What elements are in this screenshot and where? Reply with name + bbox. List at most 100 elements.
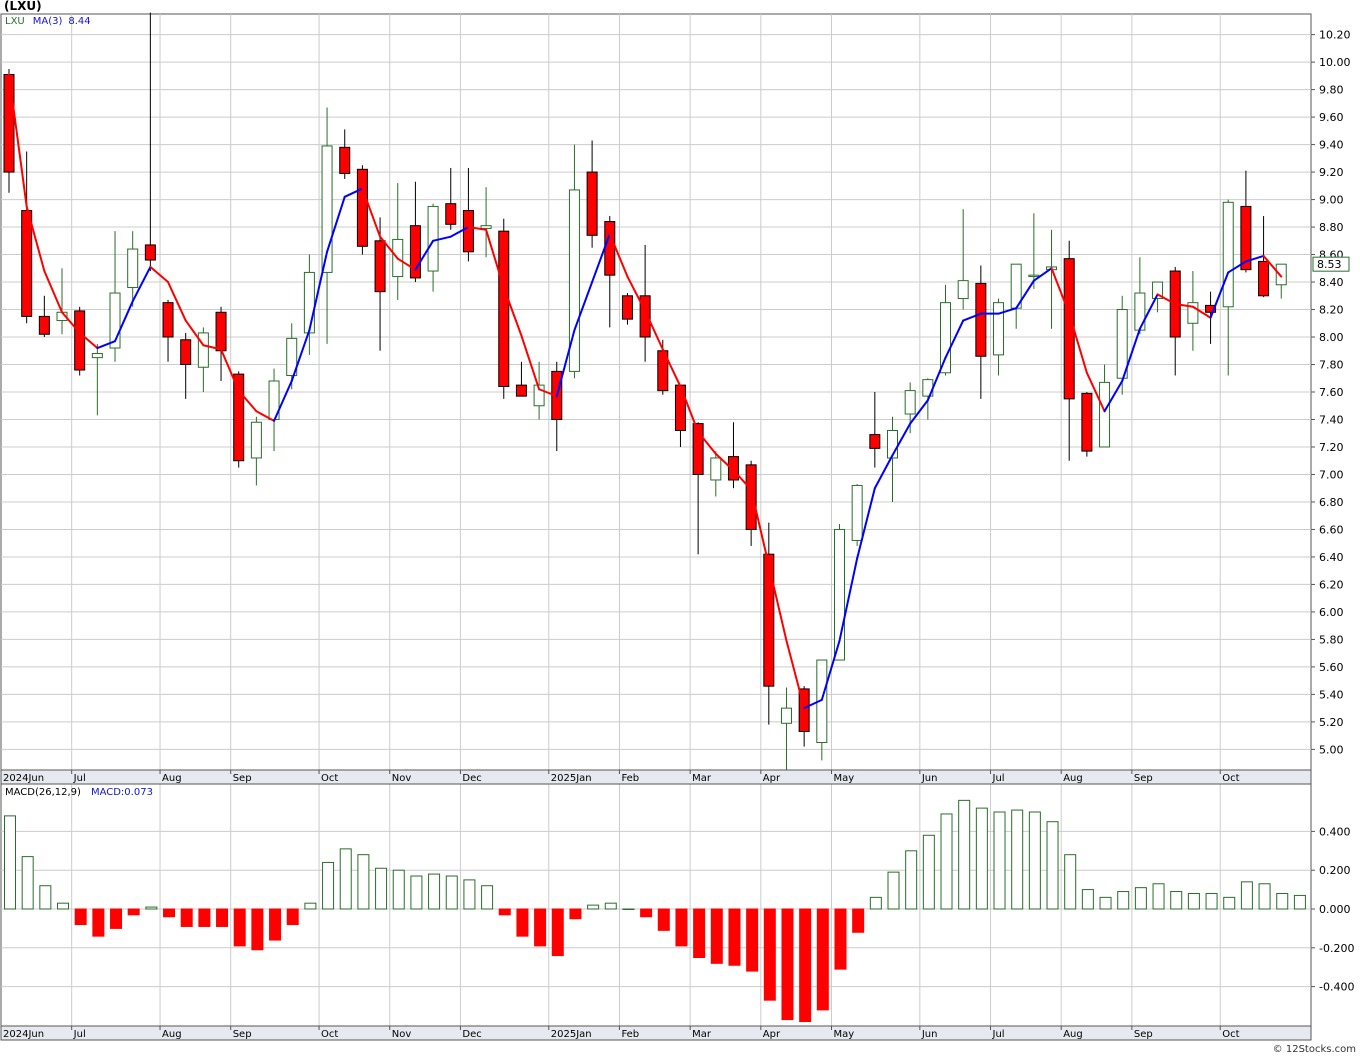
x-axis-band [0,1025,1312,1041]
candle-body-down [339,146,351,174]
ma-segment [997,307,1018,315]
candle-body-up [127,248,139,289]
ma-segment [520,334,541,391]
ma-segment [502,286,523,337]
y-tick-label: 8.00 [1319,331,1344,344]
macd-bar-positive [1276,892,1289,910]
y-tick-label: 9.80 [1319,84,1344,97]
macd-bar-negative [92,908,105,937]
ma-segment [467,226,488,231]
y-tick-label: 7.00 [1319,468,1344,481]
macd-bar-positive [1011,809,1024,910]
y-tick-label: 9.60 [1319,111,1344,124]
macd-pane [0,783,1312,1027]
y-tick-label: 6.40 [1319,551,1344,564]
macd-bar-positive [1152,883,1165,910]
candle [692,422,704,555]
candle-body-down [180,339,192,366]
macd-bar-negative [852,908,865,933]
candle-body-up [957,280,969,300]
y-tick-label: 6.00 [1319,606,1344,619]
ma-segment [714,452,735,472]
candle [339,129,351,179]
x-tick-label: Aug [162,1029,182,1040]
candle-body-down [515,384,527,397]
macd-bar-negative [551,908,564,957]
candle-body-up [940,302,952,374]
ma-segment [1050,267,1071,315]
ma-segment [538,388,558,398]
ma-segment [255,410,276,422]
ma-segment [1138,293,1159,330]
macd-bar-positive [1028,811,1041,910]
ma-segment [25,205,46,273]
candle-body-up [710,457,722,481]
ma-segment [626,275,647,312]
candle-body-down [586,171,598,236]
macd-bar-negative [110,908,123,929]
candle-body-down [462,210,474,253]
y-tick-label: 7.60 [1319,386,1344,399]
ma-segment [343,187,364,198]
ma-segment [308,250,329,332]
candle [798,686,810,747]
y-tick-label: 5.20 [1319,716,1344,729]
macd-bar-positive [869,896,882,910]
macd-bar-positive [1187,892,1200,910]
ma-segment [767,564,788,642]
chart-title: (LXU) [4,0,42,13]
candle-body-down [144,244,156,261]
ma-segment [608,232,629,278]
macd-bar-negative [216,908,229,927]
macd-bar-positive [4,815,16,910]
x-tick-label: Nov [392,773,412,784]
candle-body-down [38,315,50,335]
candle [1275,263,1287,299]
macd-bar-positive [304,902,317,910]
y-tick-label: 10.00 [1319,56,1351,69]
candle [639,244,651,362]
candle-body-down [233,373,245,462]
ma-segment [61,311,81,334]
ma-segment [679,385,700,433]
macd-bar-positive [1081,889,1094,910]
macd-bar-negative [534,908,547,947]
macd-bar-positive [887,871,900,910]
y-tick-label: 8.20 [1319,304,1344,317]
ma-segment [1156,293,1177,306]
macd-bar-negative [74,908,87,926]
candle [993,298,1005,376]
candle [356,165,368,255]
y-tick-label: 6.80 [1319,496,1344,509]
candle-body-up [1222,201,1234,308]
macd-bar-negative [163,908,176,918]
ma-segment [785,639,806,710]
candle [250,416,262,486]
ma-segment [926,356,947,402]
candle-body-down [498,230,510,388]
y-tick-label: 10.20 [1319,29,1351,42]
y-tick-label: 5.80 [1319,633,1344,646]
macd-bar-negative [269,908,282,941]
macd-bar-negative [569,908,582,920]
y-tick-label: 5.60 [1319,661,1344,674]
ma-segment [114,300,134,343]
candle [1187,271,1199,351]
macd-legend: MACD(26,12,9) MACD:0.073 [5,786,153,799]
x-tick-label: Sep [233,773,252,784]
candle-body-down [1081,392,1093,452]
ma-segment [820,639,841,701]
x-tick-label: Apr [763,773,781,784]
macd-tick-label: 0.000 [1319,903,1351,916]
macd-bar-positive [339,848,352,910]
candle-body-down [3,73,15,173]
candle-body-down [1240,205,1252,271]
ma-segment [1068,312,1088,374]
candle-body-down [215,311,227,352]
ma-segment [167,281,187,322]
x-tick-label: Mar [692,773,712,784]
y-tick-label: 8.80 [1319,221,1344,234]
ma-segment [1191,305,1212,319]
candle [727,422,739,489]
